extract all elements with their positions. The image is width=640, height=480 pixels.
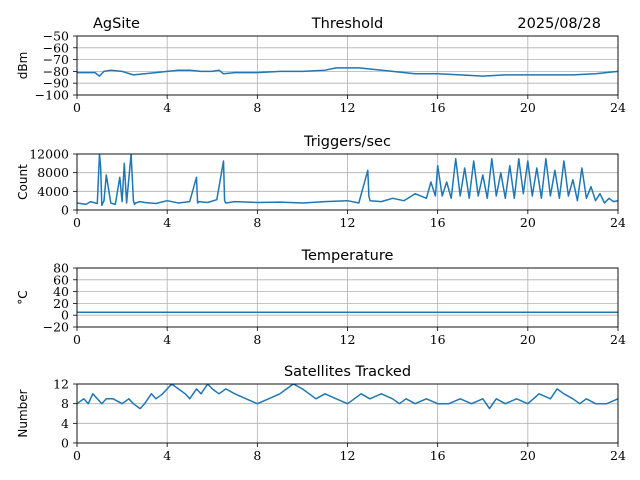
satellites-xtick-label: 4 xyxy=(163,448,171,463)
temperature-xtick-label: 12 xyxy=(340,332,356,347)
date-label: 2025/08/28 xyxy=(517,16,601,32)
threshold-panel: 0 4 8 12 16 20 24 −100−90−80−70−60−50 Threshold d… xyxy=(16,16,626,115)
threshold-xtick-label: 16 xyxy=(430,100,446,115)
threshold-ytick-label: −100 xyxy=(35,88,69,103)
temperature-ytick-label: 60 xyxy=(53,272,69,287)
threshold-ytick-label: −60 xyxy=(43,40,69,55)
temperature-ylabel: °C xyxy=(16,290,30,304)
threshold-title: Threshold xyxy=(311,16,383,32)
satellites-panel: 0 4 8 12 16 20 24 0 4 8 12 Satellites Tracked Number xyxy=(16,364,626,463)
temperature-ytick-label: 80 xyxy=(53,261,69,276)
satellites-xtick-label: 24 xyxy=(610,448,626,463)
satellites-series-line xyxy=(77,384,618,410)
satellites-xtick-label: 8 xyxy=(253,448,261,463)
temperature-ytick-label: 20 xyxy=(53,296,69,311)
satellites-ytick-label: 4 xyxy=(61,416,69,431)
triggers-ytick-label: 0 xyxy=(61,203,69,218)
threshold-xtick-label: 8 xyxy=(253,100,261,115)
triggers-ytick-label: 12000 xyxy=(29,147,69,162)
threshold-series-line xyxy=(77,67,618,77)
temperature-xtick-label: 8 xyxy=(253,332,261,347)
panels: 0 4 8 12 16 20 24 −100−90−80−70−60−50 Threshold d… xyxy=(16,16,626,463)
threshold-ytick-label: −80 xyxy=(43,64,69,79)
satellites-xtick-label: 0 xyxy=(73,448,81,463)
satellites-ytick-label: 8 xyxy=(61,396,69,411)
triggers-xtick-label: 0 xyxy=(73,215,81,230)
triggers-xtick-label: 4 xyxy=(163,215,171,230)
triggers-series-line xyxy=(77,154,618,207)
satellites-xtick-label: 20 xyxy=(520,448,536,463)
threshold-xtick-label: 24 xyxy=(610,100,626,115)
threshold-ytick-label: −90 xyxy=(43,76,69,91)
triggers-xtick-label: 8 xyxy=(253,215,261,230)
satellites-xtick-label: 16 xyxy=(430,448,446,463)
triggers-panel: 0 4 8 12 16 20 24 0 4000 8000 12000 Triggers/sec Cou… xyxy=(16,134,626,230)
satellites-ytick-label: 12 xyxy=(53,377,69,392)
triggers-xtick-label: 16 xyxy=(430,215,446,230)
threshold-ytick-label: −70 xyxy=(43,52,69,67)
temperature-ytick-label: −20 xyxy=(43,320,69,335)
temperature-xtick-label: 24 xyxy=(610,332,626,347)
site-label: AgSite xyxy=(93,16,140,32)
triggers-ytick-label: 8000 xyxy=(37,165,69,180)
satellites-ylabel: Number xyxy=(16,389,30,437)
temperature-ytick-label: 0 xyxy=(61,308,69,323)
satellites-title: Satellites Tracked xyxy=(284,364,411,380)
triggers-ylabel: Count xyxy=(16,164,30,200)
triggers-ytick-label: 4000 xyxy=(37,184,69,199)
threshold-ylabel: dBm xyxy=(16,52,30,80)
temperature-xtick-label: 0 xyxy=(73,332,81,347)
temperature-xtick-label: 20 xyxy=(520,332,536,347)
threshold-ytick-label: −50 xyxy=(43,29,69,44)
threshold-xtick-label: 4 xyxy=(163,100,171,115)
satellites-ytick-label: 0 xyxy=(61,436,69,451)
triggers-xtick-label: 20 xyxy=(520,215,536,230)
satellites-xtick-label: 12 xyxy=(340,448,356,463)
triggers-xtick-label: 24 xyxy=(610,215,626,230)
temperature-title: Temperature xyxy=(301,248,394,264)
threshold-xtick-label: 0 xyxy=(73,100,81,115)
temperature-xtick-label: 16 xyxy=(430,332,446,347)
temperature-xtick-label: 4 xyxy=(163,332,171,347)
triggers-xtick-label: 12 xyxy=(340,215,356,230)
temperature-ytick-label: 40 xyxy=(53,284,69,299)
threshold-xtick-label: 20 xyxy=(520,100,536,115)
threshold-xtick-label: 12 xyxy=(340,100,356,115)
triggers-title: Triggers/sec xyxy=(303,134,391,150)
